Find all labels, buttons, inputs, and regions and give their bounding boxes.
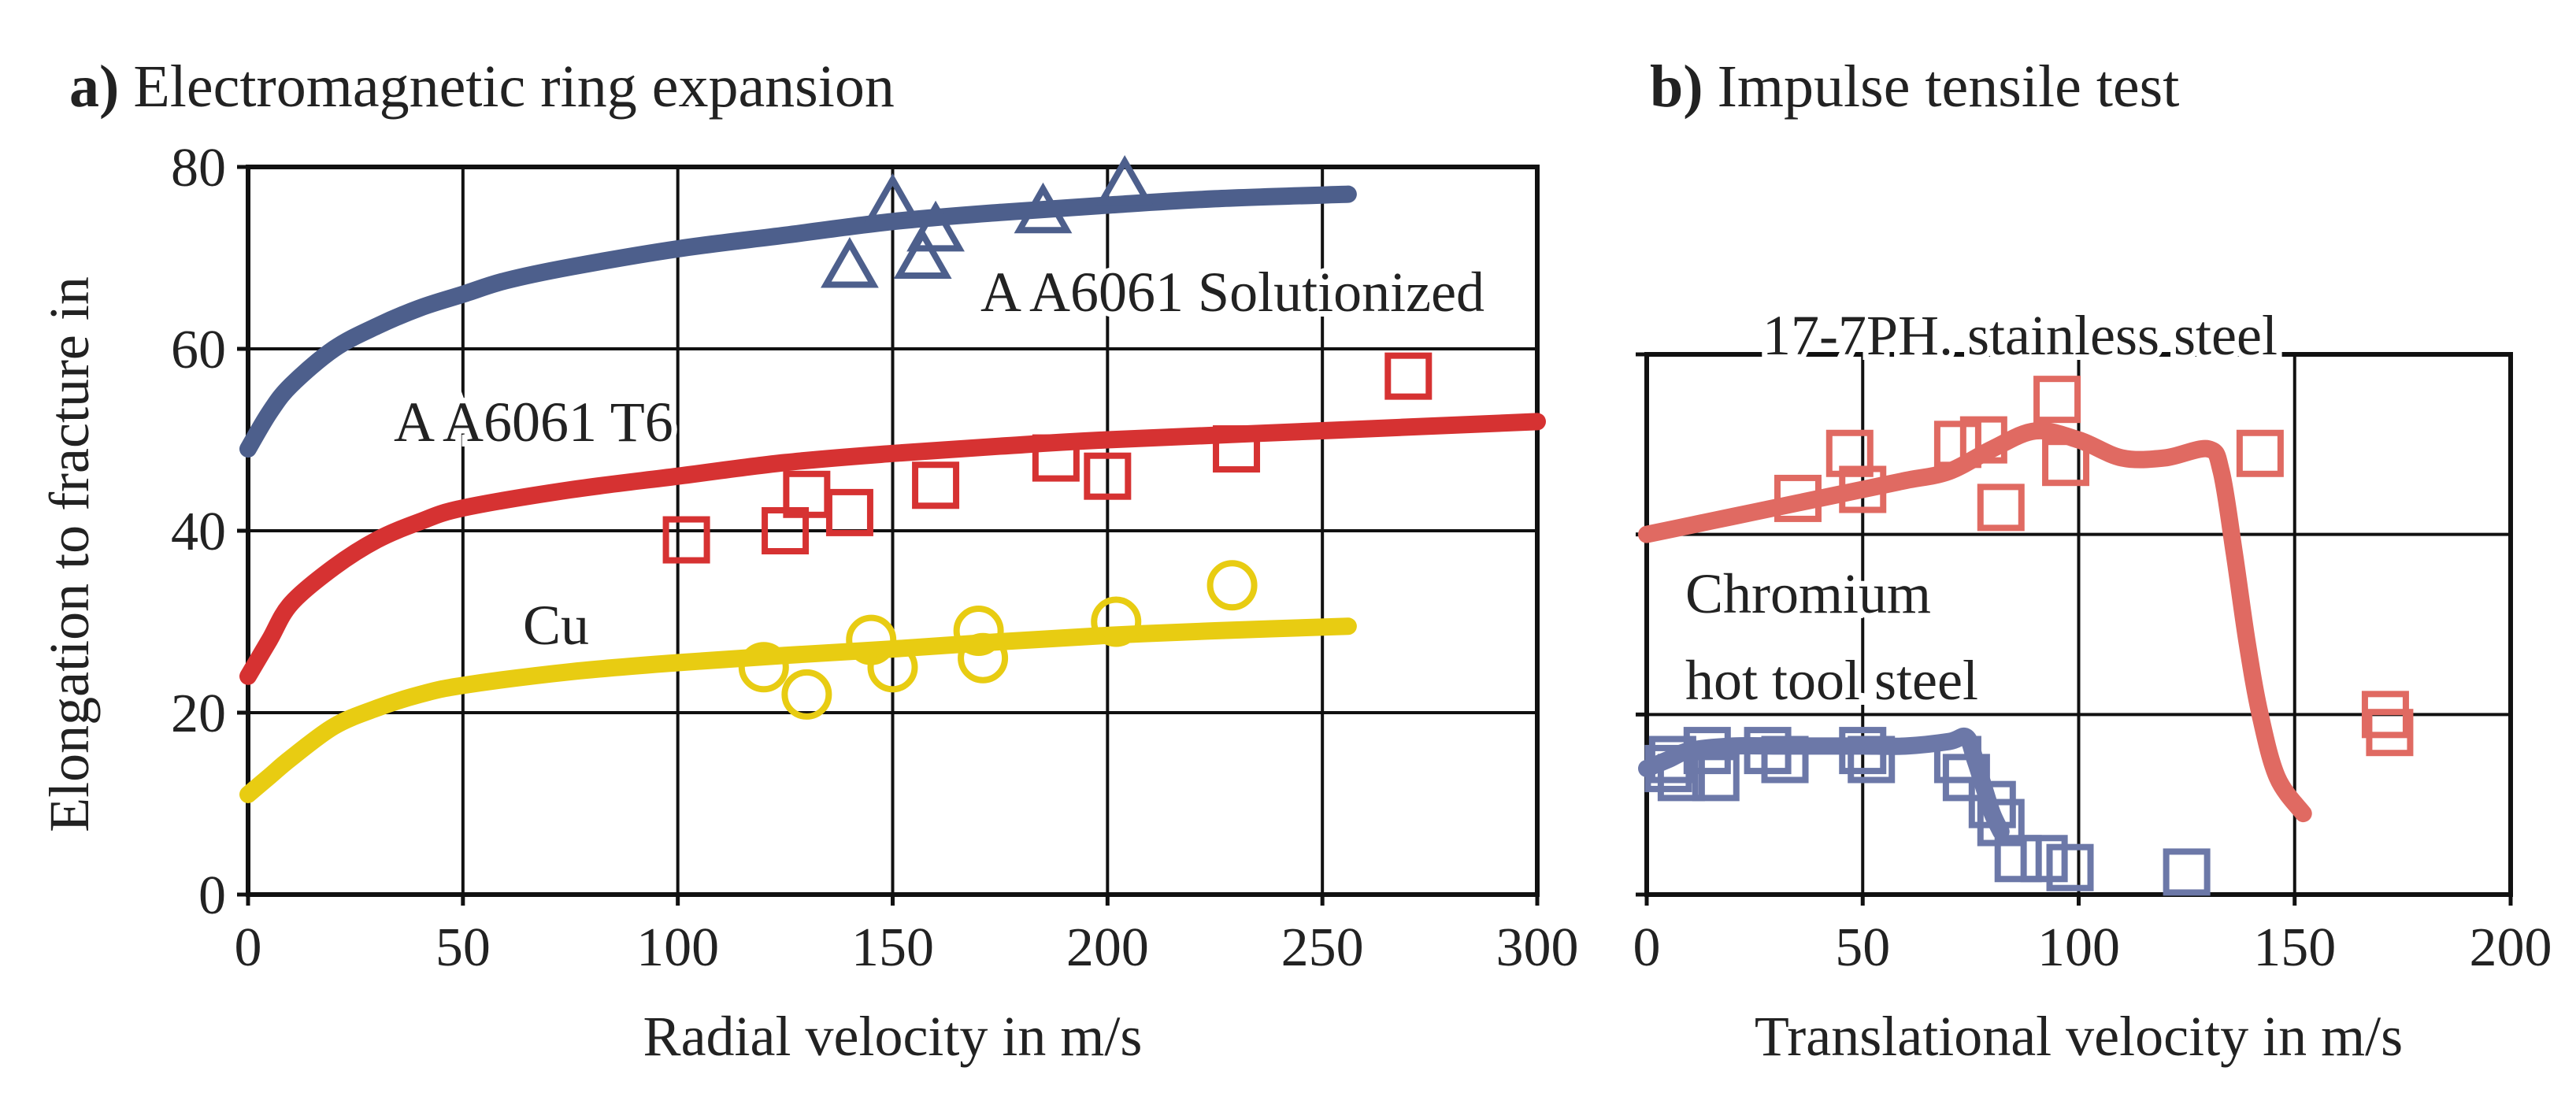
panel-a-ytick-label: 60: [171, 320, 226, 380]
panel-a-ytick-label: 40: [171, 502, 226, 562]
panel-a-point: [738, 642, 789, 693]
panel-b-point: [1839, 727, 1887, 775]
panel-b-title: b) Impulse tensile test: [1650, 54, 2179, 120]
panel-a-point: [1095, 155, 1155, 206]
panel-b-point: [1692, 754, 1740, 802]
panel-a-point: [906, 200, 965, 252]
panel-a-point: [953, 606, 1004, 657]
panel-b-xtick-label: 150: [2253, 917, 2336, 978]
panel-b-point: [1839, 465, 1887, 513]
panel-b-point: [2033, 376, 2081, 424]
panel-a-point: [893, 228, 952, 279]
panel-a-xtick-label: 200: [1066, 917, 1149, 978]
panel-b-series-label-0: 17-7PH. stainless steel: [1762, 304, 2278, 367]
panel-b: b) Impulse tensile test 0 50 100 150 200 Trans…: [1633, 54, 2552, 1068]
panel-b-point: [2163, 848, 2211, 896]
panel-a-point: [912, 461, 960, 509]
panel-a-xtick-label: 300: [1496, 917, 1579, 978]
panel-b-point: [1977, 484, 2025, 532]
panel-a-title-text: Electromagnetic ring expansion: [133, 54, 895, 120]
panel-a: a) Electromagnetic ring expansion 0 50 100 1…: [38, 54, 1579, 1068]
panel-b-point: [2042, 439, 2090, 487]
panel-a-series-1: [239, 352, 1546, 685]
panel-b-series-0: [1638, 376, 2414, 823]
panel-b-series-label-1-line-1: hot tool steel: [1685, 649, 1978, 712]
panel-a-point: [781, 669, 832, 720]
panel-a-ytick-label: 80: [171, 138, 226, 198]
panel-b-point: [1657, 754, 1705, 802]
panel-a-point: [1206, 560, 1258, 611]
panel-b-series-1: [1638, 727, 2211, 896]
panel-a-title: a) Electromagnetic ring expansion: [69, 54, 895, 120]
panel-a-xtick-label: 100: [636, 917, 719, 978]
panel-a-point: [863, 173, 922, 224]
panel-a-series-2: [239, 560, 1357, 803]
panel-a-point: [821, 236, 879, 288]
panel-b-point: [1744, 727, 1792, 775]
panel-a-curve-1: [239, 413, 1546, 685]
panel-a-series-0: [239, 155, 1357, 458]
panel-b-point: [1825, 429, 1874, 477]
panel-a-point: [1384, 352, 1433, 400]
panel-a-ytick-label: 20: [171, 684, 226, 744]
panel-b-tag: b): [1650, 54, 1703, 120]
panel-b-point: [1761, 736, 1809, 784]
panel-b-point: [2046, 843, 2094, 891]
panel-a-curve-2: [239, 617, 1357, 803]
panel-b-xlabel: Translational velocity in m/s: [1755, 1005, 2403, 1068]
panel-b-xtick-label: 0: [1633, 917, 1661, 978]
panel-a-point: [1084, 452, 1132, 500]
panel-b-xtick-label: 100: [2037, 917, 2120, 978]
panel-a-xlabel: Radial velocity in m/s: [643, 1005, 1143, 1068]
panel-b-point: [1977, 798, 2025, 847]
panel-a-point: [958, 632, 1009, 684]
panel-a-series-label-0: A A6061 Solutionized: [980, 261, 1484, 324]
panel-b-point: [2236, 429, 2284, 477]
panel-a-point: [1213, 425, 1261, 473]
panel-b-point: [2020, 835, 2068, 883]
panel-b-point: [1994, 835, 2042, 883]
panel-b-point: [1942, 754, 1990, 802]
panel-a-point: [1032, 434, 1080, 482]
panel-a-xtick-label: 150: [851, 917, 934, 978]
panel-a-ytick-label: 0: [198, 865, 226, 926]
panel-a-xtick-label: 0: [235, 917, 262, 978]
panel-a-xtick-label: 50: [436, 917, 491, 978]
panel-b-series-label-1-line-0: Chromium: [1685, 562, 1931, 625]
panel-a-tag: a): [69, 54, 119, 120]
panel-b-point: [1959, 416, 2007, 464]
panel-a-point: [662, 516, 710, 564]
panel-a-point: [1014, 182, 1073, 234]
panel-b-point: [1774, 474, 1822, 522]
panel-a-ylabel: Elongation to fracture in: [38, 276, 101, 832]
panel-a-series-label-2: Cu: [523, 594, 589, 657]
panel-a-point: [825, 488, 873, 536]
panel-b-point: [1848, 736, 1896, 784]
panel-b-title-text: Impulse tensile test: [1718, 54, 2180, 120]
panel-a-point: [1091, 596, 1142, 647]
panel-a-point: [867, 642, 918, 693]
panel-b-xtick-label: 50: [1835, 917, 1890, 978]
panel-a-series-label-1: A A6061 T6: [394, 391, 673, 454]
panel-a-xtick-label: 250: [1281, 917, 1364, 978]
panel-b-point: [1933, 421, 1981, 469]
panel-b-point: [1683, 727, 1731, 775]
panel-b-point: [2366, 709, 2414, 757]
panel-b-xtick-label: 200: [2470, 917, 2552, 978]
